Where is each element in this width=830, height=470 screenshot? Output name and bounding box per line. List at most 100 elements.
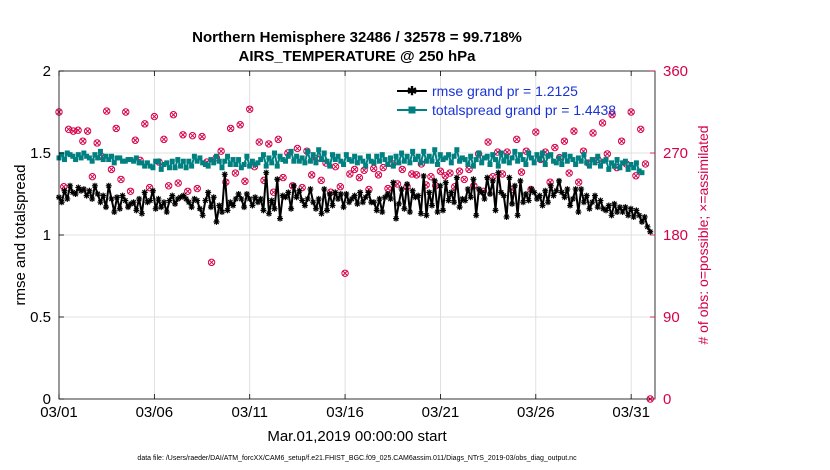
obs-possible-marker-16 [131, 136, 139, 144]
totalspread-point-165 [512, 148, 518, 154]
totalspread-point-36 [155, 158, 161, 164]
totalspread-point-146 [459, 155, 465, 161]
rmse-point-56 [210, 194, 217, 201]
obs-assimilated-marker-82 [447, 170, 453, 176]
rmse-point-29 [136, 195, 143, 202]
rmse-point-1 [58, 199, 65, 206]
rmse-point-54 [205, 189, 212, 196]
obs-possible-marker-118 [617, 137, 626, 145]
rmse-point-166 [514, 212, 521, 219]
obs-assimilated-marker-12 [113, 125, 120, 132]
obs-possible-marker-114 [598, 119, 607, 127]
totalspread-point-126 [404, 153, 410, 159]
obs-possible-marker-97 [517, 168, 526, 176]
totalspread-point-72 [255, 160, 261, 166]
totalspread-point-5 [70, 153, 76, 159]
totalspread-point-10 [84, 153, 90, 159]
rmse-point-21 [114, 194, 121, 201]
totalspread-point-1 [59, 152, 65, 158]
totalspread-point-196 [598, 163, 604, 169]
rmse-series [56, 169, 654, 235]
obs-assimilated-marker-68 [380, 164, 387, 171]
obs-possible-marker-20 [150, 112, 159, 121]
obs-possible-marker-25 [174, 179, 182, 187]
y-tick-label-2: 1 [43, 227, 51, 244]
rmse-point-211 [638, 218, 645, 225]
obs-assimilated-marker-11 [108, 166, 115, 173]
rmse-point-88 [299, 197, 306, 204]
totalspread-point-125 [401, 158, 407, 164]
rmse-point-48 [188, 204, 195, 211]
rmse-point-174 [536, 192, 543, 199]
totalspread-point-74 [260, 152, 266, 158]
rmse-point-170 [525, 197, 532, 204]
rmse-point-103 [340, 204, 347, 211]
rmse-point-36 [155, 195, 162, 202]
totalspread-point-62 [227, 161, 233, 167]
obs-assimilated-marker-13 [118, 176, 124, 183]
totalspread-point-61 [225, 153, 231, 159]
obs-assimilated-marker-115 [604, 151, 611, 157]
totalspread-point-204 [620, 160, 626, 166]
totalspread-point-11 [86, 155, 92, 161]
totalspread-point-128 [410, 148, 416, 154]
totalspread-point-156 [487, 161, 493, 167]
totalspread-point-195 [595, 153, 601, 159]
totalspread-point-158 [493, 157, 499, 163]
rmse-point-114 [370, 199, 377, 206]
rmse-point-182 [558, 189, 565, 196]
totalspread-point-33 [147, 163, 153, 169]
rmse-point-118 [382, 194, 389, 201]
rmse-point-135 [428, 202, 435, 209]
totalspread-point-7 [75, 152, 81, 158]
x-tick-label-0: 03/01 [40, 404, 78, 421]
totalspread-point-161 [501, 158, 507, 164]
rmse-point-197 [600, 205, 607, 212]
legend: ✱ rmse grand pr = 1.2125 totalspread gra… [397, 83, 616, 118]
totalspread-point-43 [175, 157, 181, 163]
totalspread-point-110 [360, 158, 366, 164]
rmse-point-184 [564, 186, 571, 193]
rmse-point-12 [89, 195, 96, 202]
rmse-point-9 [80, 186, 87, 193]
rmse-point-142 [448, 189, 455, 196]
totalspread-point-167 [517, 152, 523, 158]
obs-possible-marker-121 [632, 172, 640, 180]
obs-assimilated-marker-29 [194, 185, 201, 192]
rmse-point-188 [575, 209, 582, 216]
obs-assimilated-marker-112 [590, 130, 596, 136]
totalspread-point-138 [437, 152, 443, 158]
totalspread-point-180 [553, 160, 559, 166]
obs-assimilated-marker-18 [141, 120, 148, 127]
totalspread-point-152 [476, 150, 482, 156]
obs-possible-marker-106 [560, 137, 569, 145]
rmse-point-108 [354, 200, 361, 207]
totalspread-point-102 [338, 158, 344, 164]
rmse-point-180 [553, 187, 560, 194]
obs-possible-marker-120 [627, 108, 635, 116]
obs-assimilated-marker-27 [184, 188, 191, 195]
totalspread-point-35 [153, 158, 159, 164]
totalspread-point-69 [247, 163, 253, 169]
rmse-point-25 [125, 204, 132, 211]
rmse-point-69 [246, 195, 253, 202]
obs-possible-marker-100 [532, 128, 540, 136]
totalspread-point-50 [194, 158, 200, 164]
totalspread-point-59 [219, 165, 225, 171]
totalspread-series [56, 147, 645, 176]
obs-assimilated-marker-59 [337, 183, 344, 190]
totalspread-point-14 [95, 155, 101, 161]
totalspread-point-54 [205, 163, 211, 169]
rmse-point-75 [263, 169, 270, 176]
obs-possible-marker-60 [341, 269, 349, 277]
rmse-point-133 [423, 212, 430, 219]
obs-possible-marker-11 [107, 165, 116, 174]
totalspread-point-103 [341, 161, 347, 167]
chart-title-line1: Northern Hemisphere 32486 / 32578 = 99.7… [192, 29, 522, 46]
rmse-point-202 [614, 209, 621, 216]
rmse-point-152 [475, 186, 482, 193]
rmse-point-67 [241, 204, 248, 211]
rmse-point-121 [390, 179, 397, 186]
obs-possible-marker-50 [293, 144, 302, 153]
totalspread-point-89 [302, 160, 308, 166]
